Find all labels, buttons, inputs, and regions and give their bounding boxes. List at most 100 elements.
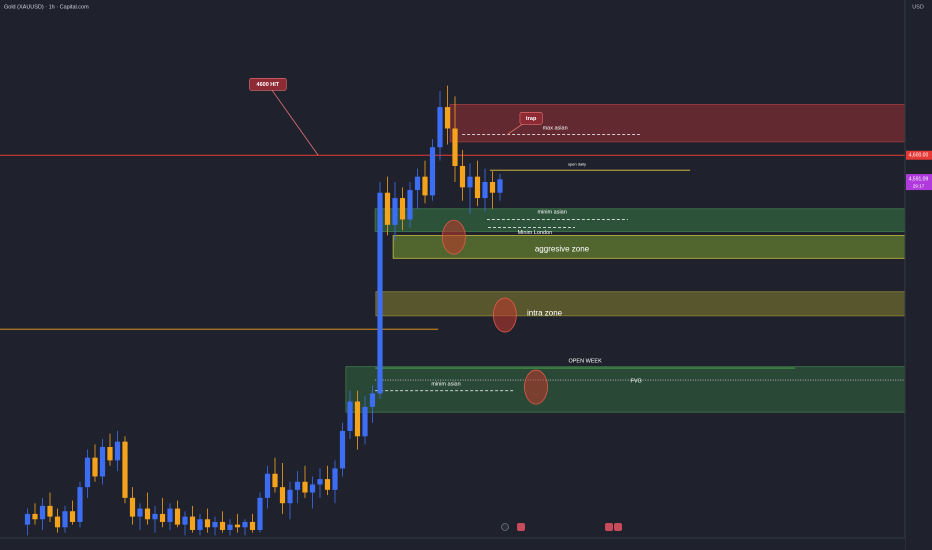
candle-body (422, 176, 428, 196)
candle-body (204, 519, 211, 528)
candle-body (227, 524, 233, 530)
level-label: minim asian (537, 210, 566, 216)
callout-text: 4600 HIT (257, 82, 280, 88)
candle-body (47, 505, 53, 517)
candle-body (489, 182, 496, 193)
level-label: open daily (568, 161, 586, 166)
candle-body (69, 511, 76, 522)
chart-title: Gold (XAUUSD) · 1h · Capital.com (4, 4, 89, 10)
circle-marker (441, 219, 466, 255)
candle-body (144, 508, 151, 520)
candle-body (287, 489, 293, 504)
candle-body (107, 446, 113, 461)
level-price-label: 4,600.00 (909, 153, 929, 159)
candle-body (257, 497, 263, 530)
candle-body (459, 165, 466, 188)
level-label: minim asian (431, 382, 460, 388)
annotations: aggresive zone intra zone open daily max as… (249, 78, 642, 405)
candle-body (392, 198, 398, 225)
candle-body (189, 516, 196, 530)
candle-body (482, 182, 488, 199)
event-icon[interactable] (614, 523, 622, 531)
zones (345, 103, 906, 413)
level-label: OPEN WEEK (568, 359, 602, 365)
candle-body (137, 508, 143, 517)
candle-body (474, 176, 481, 199)
candle-body (159, 513, 166, 522)
callout-text: trap (526, 116, 537, 122)
candle-body (212, 521, 218, 528)
candle-body (264, 473, 271, 498)
zone-label: aggresive zone (535, 244, 590, 253)
candle-body (497, 179, 503, 193)
callout-box (249, 78, 287, 91)
candle-body (39, 505, 46, 520)
currency-label: USD (912, 4, 924, 10)
candle-body (174, 508, 181, 525)
countdown-label: 29:17 (913, 183, 925, 188)
zone (449, 103, 906, 143)
candle-body (302, 481, 308, 493)
event-icon[interactable] (501, 523, 509, 531)
candle-body (354, 401, 361, 437)
candle-body (279, 487, 286, 504)
candle-body (414, 176, 421, 191)
candle-body (152, 513, 158, 520)
zone-label: intra zone (527, 308, 563, 317)
candle-body (324, 479, 331, 490)
candle-body (452, 128, 458, 166)
last-price-label: 4,591.09 (909, 176, 929, 182)
candle-body (332, 468, 338, 490)
level-price-tag (906, 150, 932, 160)
candle-body (219, 521, 226, 530)
candle-body (309, 484, 316, 493)
candle-body (294, 481, 301, 490)
candle-body (242, 521, 248, 528)
level-label: max asian (543, 126, 568, 132)
event-icon[interactable] (605, 523, 613, 531)
candle-body (99, 446, 106, 477)
candle-body (32, 513, 38, 520)
candle-body (234, 524, 241, 528)
candle-body (369, 393, 376, 407)
zone (375, 291, 906, 317)
candle-body (429, 147, 436, 196)
candle-body (54, 516, 61, 528)
candle-body (24, 513, 31, 525)
candle-body (317, 479, 323, 485)
price-axis (905, 0, 932, 550)
circle-marker (524, 369, 548, 405)
last-price-tag (906, 174, 932, 191)
time-axis (0, 538, 905, 550)
candle-body (122, 441, 128, 498)
candle-body (384, 192, 391, 225)
candle-body (197, 519, 203, 530)
candle-body (399, 198, 406, 220)
candle-body (362, 406, 368, 437)
callout-pointer (267, 84, 319, 156)
zone (392, 235, 906, 259)
level-label: FVG (630, 379, 641, 385)
candle-body (84, 457, 91, 488)
candle-body (377, 192, 383, 394)
candle-body (347, 401, 353, 431)
event-icon[interactable] (517, 523, 525, 531)
level-label: Minim London (518, 230, 553, 236)
candle-body (444, 107, 451, 129)
event-icons (501, 523, 622, 531)
candle-body (129, 497, 136, 517)
candle-body (114, 441, 121, 461)
circle-marker (492, 297, 517, 333)
candle-body (77, 487, 83, 522)
candles (24, 85, 503, 536)
callout-box (519, 112, 543, 125)
zone (345, 366, 906, 413)
candle-body (437, 107, 443, 148)
candle-body (62, 511, 68, 528)
candle-body (182, 516, 188, 525)
candle-body (407, 190, 413, 220)
candle-body (467, 176, 473, 188)
